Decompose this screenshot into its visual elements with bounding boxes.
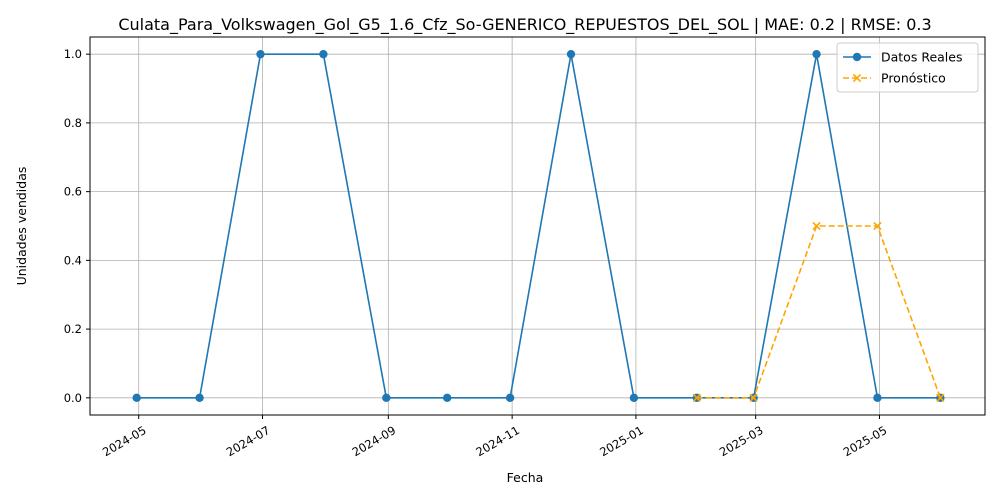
grid-lines [90,37,985,415]
data-point [936,393,945,402]
data-point [873,393,882,403]
x-axis: 2024-05 2024-07 2024-09 2024-11 2025-01 2025-… [100,415,889,459]
x-tick-label: 2024-05 [100,423,149,459]
legend-label: Datos Reales [881,50,962,65]
y-tick-label: 0.6 [64,185,82,199]
data-point [132,393,141,403]
legend: Datos Reales Pronóstico [836,42,979,93]
data-point [505,393,515,403]
data-point [629,393,639,403]
x-axis-label: Fecha [507,470,544,485]
data-point [382,393,391,403]
legend-label: Pronóstico [881,71,946,86]
y-tick-label: 0.2 [64,322,82,336]
data-point [812,49,821,59]
chart-title: Culata_Para_Volkswagen_Gol_G5_1.6_Cfz_So… [118,15,931,35]
data-point [566,49,576,59]
y-axis: 0.0 0.2 0.4 0.6 0.8 1.0 [64,47,90,405]
data-point [319,49,328,59]
series-2 [692,221,945,402]
data-point [195,393,204,403]
x-tick-label: 2024-11 [473,423,522,459]
legend-entry: Datos Reales [843,50,962,65]
plot-area-frame [89,36,986,416]
series-line [136,53,941,399]
x-tick-label: 2025-05 [841,423,890,459]
data-point [442,393,452,403]
legend-marker [852,52,862,62]
data-point [873,221,882,231]
x-tick-label: 2024-09 [350,423,399,459]
y-tick-label: 0.0 [64,391,82,405]
legend-entry: Pronóstico [843,71,946,86]
y-tick-label: 1.0 [64,47,82,61]
y-tick-label: 0.8 [64,116,82,130]
series-layer [132,49,945,403]
y-tick-label: 0.4 [64,253,82,267]
data-point [692,393,701,402]
y-axis-label: Unidades vendidas [14,167,29,286]
x-tick-label: 2025-03 [717,423,766,459]
series-line [696,225,942,399]
data-point [812,221,821,231]
x-tick-label: 2024-07 [224,423,273,459]
x-tick-label: 2025-01 [597,423,646,459]
legend-box [836,42,979,93]
data-point [256,49,265,59]
data-point [749,393,758,402]
